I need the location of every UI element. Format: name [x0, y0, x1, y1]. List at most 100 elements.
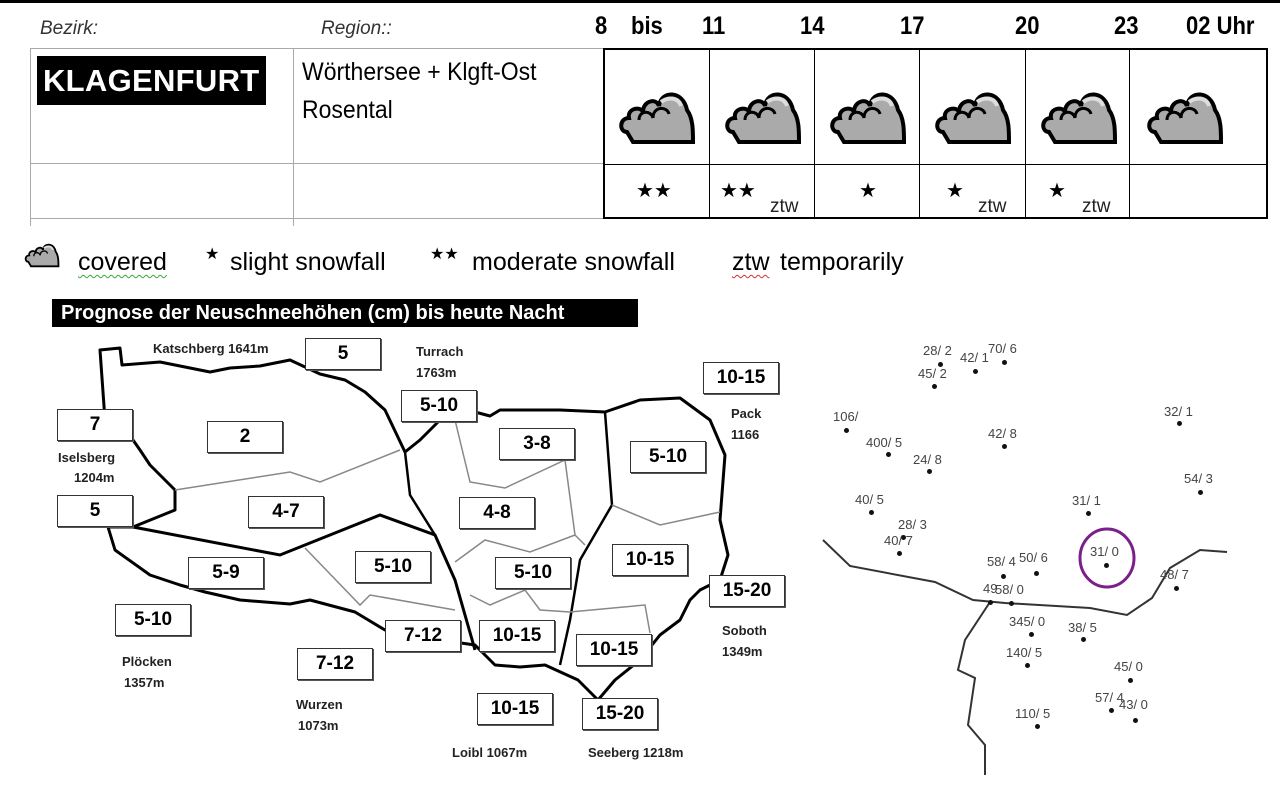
legend-covered: covered	[78, 248, 167, 276]
station-value: 110/ 5	[1015, 706, 1051, 721]
forecast-cell	[1129, 50, 1269, 217]
station-value: 43/ 0	[1119, 697, 1148, 712]
time-label: 02 Uhr	[1186, 12, 1255, 40]
station-dot	[897, 551, 902, 556]
ztw-note: ztw	[1082, 196, 1111, 217]
station-value: 106/	[833, 409, 859, 424]
station-value: 28/ 2	[923, 343, 952, 358]
station-dot	[844, 428, 849, 433]
double-star-icon: ★★	[430, 246, 459, 263]
station-value: 50/ 6	[1019, 550, 1048, 565]
snow-value-box: 4-7	[248, 496, 324, 528]
snow-value-box: 5-9	[188, 557, 264, 589]
time-label: 23	[1114, 12, 1139, 40]
station-dot	[1034, 571, 1039, 576]
pass-label: Pack	[731, 406, 762, 421]
row-divider	[605, 164, 1266, 165]
legend-slight: slight snowfall	[230, 248, 386, 276]
pass-label: Loibl 1067m	[452, 745, 528, 760]
station-dot	[1133, 718, 1138, 723]
pass-label: Turrach	[416, 344, 464, 359]
station-dot	[973, 369, 978, 374]
star-icon: ★	[205, 246, 220, 263]
ztw-note: ztw	[978, 196, 1007, 217]
legend-ztw: ztw	[732, 248, 770, 276]
region-label: Region::	[321, 18, 392, 39]
pass-label: Soboth	[722, 623, 767, 638]
pass-label: 1073m	[298, 718, 339, 733]
station-dot	[1198, 490, 1203, 495]
station-value: 28/ 3	[898, 517, 927, 532]
snow-value-box: 3-8	[499, 428, 575, 460]
station-dot	[1177, 421, 1182, 426]
snow-value-box: 10-15	[477, 693, 553, 725]
station-value: 48/ 7	[1160, 567, 1189, 582]
table-line	[30, 48, 31, 226]
time-label: 11	[702, 12, 726, 40]
pass-label: 1357m	[124, 675, 165, 690]
table-line	[293, 48, 294, 226]
pass-label: Plöcken	[122, 654, 172, 669]
station-value: 31/ 1	[1072, 493, 1101, 508]
map-title: Prognose der Neuschneehöhen (cm) bis heu…	[52, 299, 638, 327]
snow-value-box: 5-10	[495, 557, 571, 589]
district-name: KLAGENFURT	[37, 56, 266, 105]
snow-value-box: 4-8	[459, 497, 535, 529]
snow-stars: ★★	[720, 180, 756, 202]
snow-stars: ★	[859, 180, 877, 202]
forecast-cell: ★★ ztw	[709, 50, 814, 217]
snow-value-box: 10-15	[612, 544, 688, 576]
snow-value-box: 7-12	[385, 620, 461, 652]
snow-value-box: 7	[57, 409, 133, 441]
ztw-note: ztw	[770, 196, 799, 217]
station-dot	[1025, 663, 1030, 668]
station-value: 24/ 8	[913, 452, 942, 467]
station-dot	[988, 600, 993, 605]
time-label: 17	[900, 12, 925, 40]
top-rule	[0, 0, 1280, 3]
snow-value-box: 5	[57, 495, 133, 527]
snow-value-box: 5	[305, 338, 381, 370]
time-label: 14	[800, 12, 825, 40]
station-dot	[932, 384, 937, 389]
station-value: 32/ 1	[1164, 404, 1193, 419]
station-value: 58/ 0	[995, 582, 1024, 597]
time-label: 20	[1015, 12, 1040, 40]
station-dot	[901, 535, 906, 540]
snow-value-box: 7-12	[297, 648, 373, 680]
station-dot	[869, 510, 874, 515]
pass-label: 1763m	[416, 365, 457, 380]
station-dot	[1104, 563, 1109, 568]
bezirk-label: Bezirk:	[40, 18, 99, 39]
snow-value-box: 2	[207, 421, 283, 453]
station-dot	[1002, 360, 1007, 365]
station-value: 140/ 5	[1006, 645, 1043, 660]
snow-value-box: 5-10	[401, 390, 477, 422]
region-line: Wörthersee + Klgft-Ost	[302, 58, 537, 86]
station-dot	[1029, 632, 1034, 637]
station-dot	[1128, 678, 1133, 683]
snow-value-box: 15-20	[709, 575, 785, 607]
station-dot	[1109, 708, 1114, 713]
pass-label: 1349m	[722, 644, 763, 659]
station-value: 345/ 0	[1009, 614, 1046, 629]
snow-value-box: 5-10	[115, 604, 191, 636]
station-dot	[886, 452, 891, 457]
station-dot	[1086, 511, 1091, 516]
legend-moderate: moderate snowfall	[472, 248, 675, 276]
station-dot	[1035, 724, 1040, 729]
station-dot	[1081, 637, 1086, 642]
snow-value-box: 5-10	[630, 441, 706, 473]
snow-value-box: 15-20	[582, 698, 658, 730]
pass-label: Iselsberg	[58, 450, 116, 465]
station-value: 31/ 0	[1090, 544, 1119, 559]
snow-value-box: 10-15	[703, 362, 779, 394]
station-value: 42/ 8	[988, 426, 1017, 441]
station-value: 45/ 2	[918, 366, 947, 381]
pass-label: 1166	[731, 427, 760, 442]
highlight-circle	[1078, 527, 1136, 589]
station-value: 400/ 5	[866, 435, 903, 450]
station-value: 42/ 1	[960, 350, 989, 365]
forecast-cell: ★ ztw	[1025, 50, 1129, 217]
